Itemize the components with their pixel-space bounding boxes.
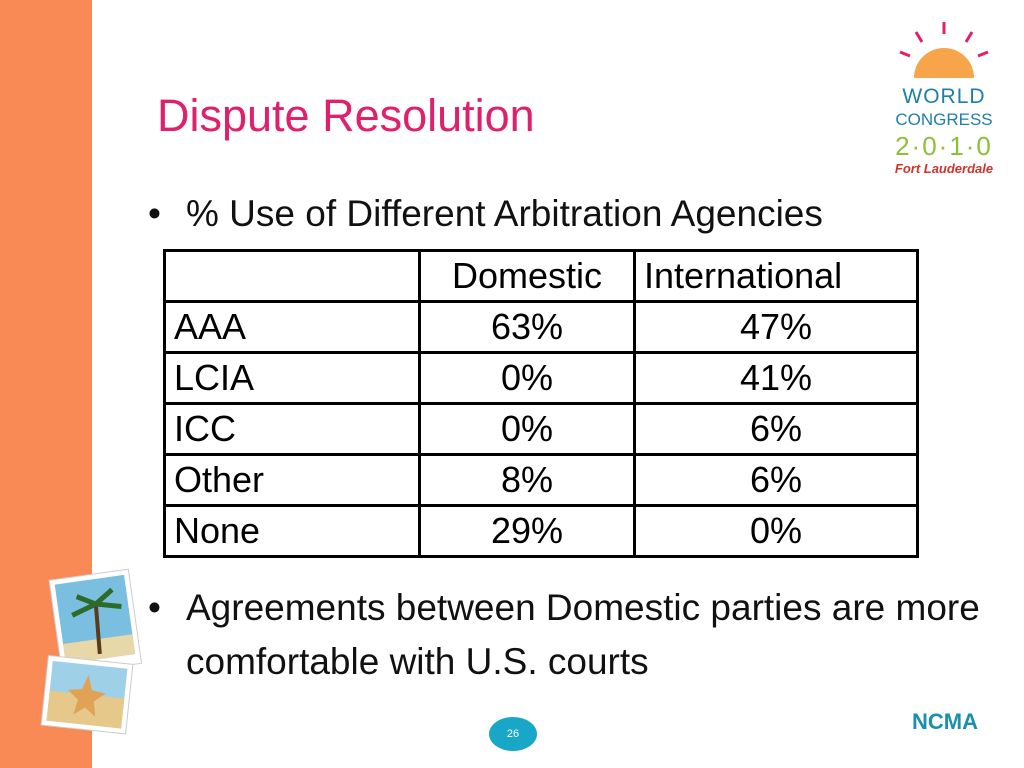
header-row: Domestic International [163, 249, 919, 303]
table-cell: 8% [418, 453, 636, 507]
logo-text: Fort Lauderdale [894, 161, 994, 176]
table-cell: 47% [633, 300, 919, 354]
table-cell: International [633, 249, 919, 303]
table-cell: 0% [418, 402, 636, 456]
bullet-text: Agreements between Domestic parties are … [186, 587, 980, 682]
table-cell: 6% [633, 453, 919, 507]
logo-text: 2·0·1·0 [895, 131, 993, 161]
table-cell: 0% [633, 504, 919, 558]
table-cell: 29% [418, 504, 636, 558]
logo-text: CONGRESS [895, 110, 993, 129]
event-logo: WORLD CONGRESS 2·0·1·0 Fort Lauderdale [885, 20, 1003, 200]
table-cell: LCIA [163, 351, 421, 405]
table-cell: ICC [163, 402, 421, 456]
table-cell: Other [163, 453, 421, 507]
table-row: None 29% 0% [163, 504, 919, 558]
bullet: • Agreements between Domestic parties are… [148, 581, 998, 691]
photos [40, 568, 143, 735]
table-row: AAA 63% 47% [163, 300, 919, 354]
bullet: •% Use of Different Arbitration Agencies [148, 187, 1008, 241]
data-table: Domestic International AAA 63% 47% LCIA 0% 41% I… [163, 249, 919, 558]
table-row: ICC 0% 6% [163, 402, 919, 456]
table-cell: 41% [633, 351, 919, 405]
logo-text: WORLD [902, 85, 986, 108]
page-number: 26 [489, 717, 537, 751]
table-row: Other 8% 6% [163, 453, 919, 507]
table-cell [163, 249, 421, 303]
table-cell: 6% [633, 402, 919, 456]
org-logo: NCMA [912, 709, 978, 734]
bullet-text: % Use of Different Arbitration Agencies [186, 193, 823, 234]
table-cell: Domestic [418, 249, 636, 303]
sun-icon [899, 22, 989, 78]
table-cell: AAA [163, 300, 421, 354]
table-cell: 0% [418, 351, 636, 405]
table-cell: None [163, 504, 421, 558]
table-cell: 63% [418, 300, 636, 354]
slide-title: Dispute Resolution [157, 90, 535, 141]
table-row: LCIA 0% 41% [163, 351, 919, 405]
